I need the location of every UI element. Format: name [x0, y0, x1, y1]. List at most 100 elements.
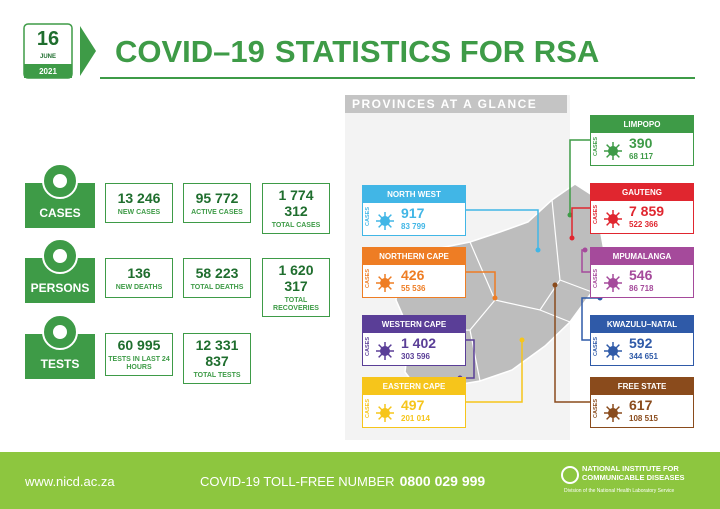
- footer-website: www.nicd.ac.za: [24, 474, 115, 489]
- province-total: 55 536: [401, 284, 426, 293]
- province-total: 68 117: [629, 152, 654, 161]
- map-border: [559, 279, 593, 293]
- stat-value: 12 331 837: [195, 337, 239, 369]
- stat-label: NEW CASES: [117, 208, 161, 216]
- province-new: 497: [401, 397, 425, 413]
- connector: [571, 207, 590, 238]
- province-total: 522 366: [629, 220, 658, 229]
- province-name: NORTH WEST: [362, 185, 466, 203]
- arrow: [80, 26, 96, 76]
- province-box: NORTH WEST CASES 917 83 799: [362, 185, 466, 236]
- stat-group-label: PERSONS: [31, 281, 90, 295]
- virus-icon: [604, 342, 622, 360]
- cases-label: CASES: [365, 337, 371, 356]
- stat-label: TESTS IN LAST 24 HOURS: [108, 356, 170, 371]
- province-new: 617: [629, 397, 653, 413]
- stat-box: 60 995 TESTS IN LAST 24 HOURS: [105, 333, 173, 376]
- date-month: JUNE: [40, 54, 56, 60]
- stat-box: 1 774 312 TOTAL CASES: [262, 183, 330, 234]
- map-heading-band: [345, 95, 567, 113]
- virus-core: [380, 216, 390, 226]
- province-name: KWAZULU–NATAL: [590, 315, 694, 333]
- virus-core: [380, 408, 390, 418]
- stat-box: 1 620 317 TOTAL RECOVERIES: [262, 258, 330, 317]
- virus-core: [608, 146, 618, 156]
- footer-band: [0, 452, 720, 509]
- province-name: WESTERN CAPE: [362, 315, 466, 333]
- virus-icon: [376, 404, 394, 422]
- stat-icon-inner: [53, 249, 67, 263]
- connector: [466, 209, 539, 250]
- date-year: 2021: [39, 67, 57, 76]
- org-line1: NATIONAL INSTITUTE FOR: [582, 464, 679, 473]
- province-name: EASTERN CAPE: [362, 377, 466, 395]
- connector-dot: [519, 337, 525, 343]
- virus-core: [608, 408, 618, 418]
- province-total: 303 596: [401, 352, 430, 361]
- stat-label: TOTAL DEATHS: [190, 283, 244, 291]
- stat-box: 95 772 ACTIVE CASES: [183, 183, 251, 223]
- stat-label: ACTIVE CASES: [191, 208, 243, 216]
- footer-tollfree-label: COVID-19 TOLL-FREE NUMBER: [200, 474, 395, 489]
- province-body: CASES 426 55 536: [362, 265, 466, 298]
- virus-icon: [604, 142, 622, 160]
- stat-icon-inner: [53, 325, 67, 339]
- connector-dot: [535, 247, 541, 253]
- connector: [466, 340, 523, 403]
- province-body: CASES 617 108 515: [590, 395, 694, 428]
- province-body: CASES 546 86 718: [590, 265, 694, 298]
- title-rest: STATISTICS FOR RSA: [275, 34, 599, 69]
- stat-value: 13 246: [117, 189, 161, 206]
- cases-label: CASES: [593, 269, 599, 288]
- virus-icon: [376, 342, 394, 360]
- province-total: 108 515: [629, 414, 658, 423]
- province-total: 344 651: [629, 352, 658, 361]
- province-new: 7 859: [629, 203, 665, 219]
- connector: [581, 297, 600, 341]
- province-box: KWAZULU–NATAL CASES 592 344 651: [590, 315, 694, 366]
- province-box: GAUTENG CASES 7 859 522 366: [590, 183, 694, 234]
- virus-icon: [604, 210, 622, 228]
- stat-box: 13 246 NEW CASES: [105, 183, 173, 223]
- org-sub: Division of the National Health Laborato…: [564, 488, 675, 494]
- org-logo: [561, 466, 579, 484]
- connector: [569, 139, 590, 215]
- province-name: NORTHERN CAPE: [362, 247, 466, 265]
- province-new: 1 402: [401, 335, 437, 351]
- province-new: 917: [401, 205, 425, 221]
- province-body: CASES 390 68 117: [590, 133, 694, 166]
- province-new: 426: [401, 267, 425, 283]
- province-new: 592: [629, 335, 653, 351]
- footer-tollfree: COVID-19 TOLL-FREE NUMBER 0800 029 999: [200, 473, 485, 489]
- date-year-band: [24, 64, 72, 78]
- province-new: 546: [629, 267, 653, 283]
- cases-label: CASES: [593, 137, 599, 156]
- connector: [554, 285, 590, 403]
- stat-icon-inner: [53, 174, 67, 188]
- connector-dot: [582, 247, 588, 253]
- province-body: CASES 7 859 522 366: [590, 201, 694, 234]
- stat-box: 58 223 TOTAL DEATHS: [183, 258, 251, 298]
- stat-label: TOTAL RECOVERIES: [273, 297, 319, 312]
- province-new: 390: [629, 135, 653, 151]
- province-box: MPUMALANGA CASES 546 86 718: [590, 247, 694, 298]
- province-box: LIMPOPO CASES 390 68 117: [590, 115, 694, 166]
- province-body: CASES 917 83 799: [362, 203, 466, 236]
- stat-value: 58 223: [195, 264, 239, 281]
- cases-label: CASES: [365, 269, 371, 288]
- cases-label: CASES: [365, 207, 371, 226]
- stat-value: 1 620 317: [278, 262, 314, 294]
- connector-dot: [569, 235, 575, 241]
- virus-core: [608, 346, 618, 356]
- map-heading: PROVINCES AT A GLANCE: [352, 97, 537, 111]
- footer-number: 0800 029 999: [400, 473, 486, 489]
- stat-box: 12 331 837 TOTAL TESTS: [183, 333, 251, 384]
- title: COVID–19 STATISTICS FOR RSA: [115, 34, 599, 69]
- virus-core: [608, 214, 618, 224]
- cases-label: CASES: [593, 399, 599, 418]
- stat-label: TOTAL CASES: [271, 222, 321, 229]
- stat-value: 1 774 312: [278, 187, 314, 219]
- virus-icon: [604, 404, 622, 422]
- connector-dot: [552, 282, 558, 288]
